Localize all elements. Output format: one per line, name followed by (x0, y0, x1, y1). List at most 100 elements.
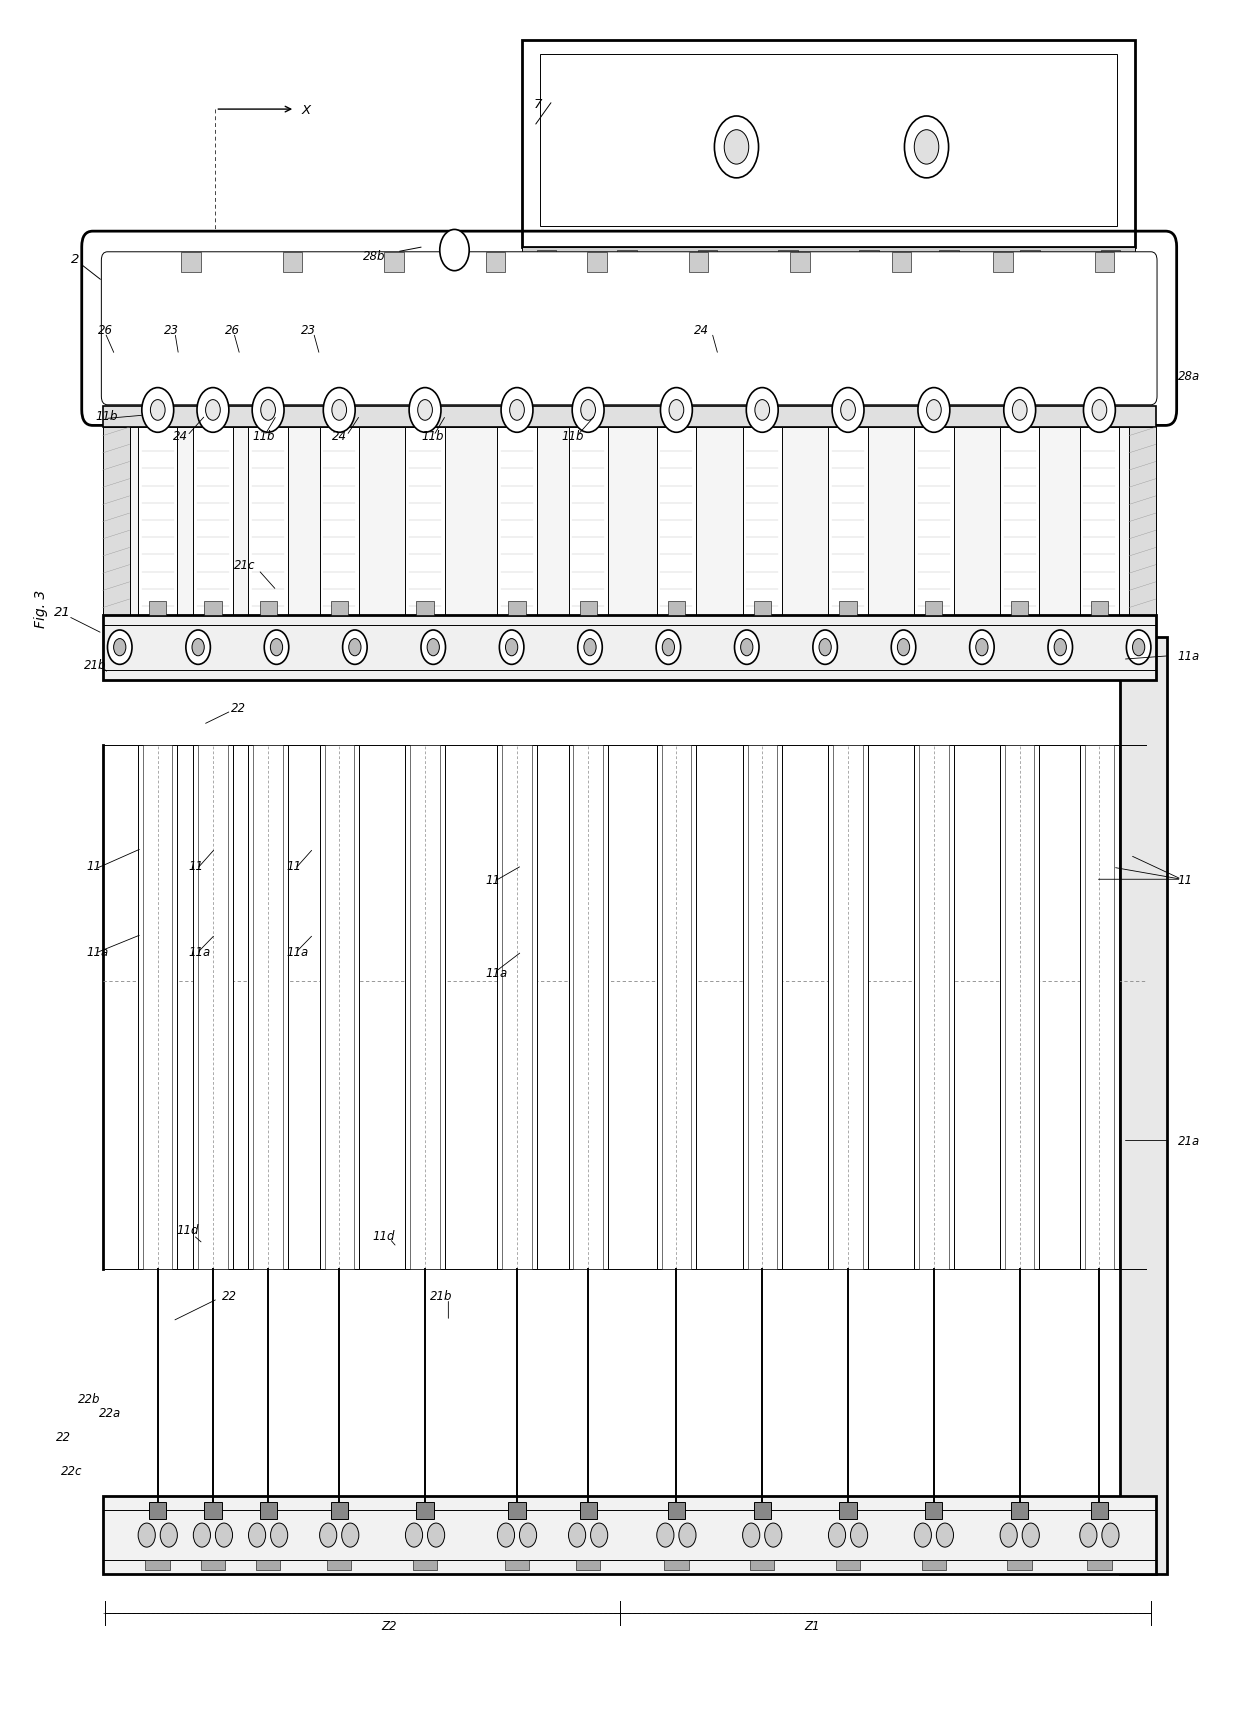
Circle shape (740, 639, 753, 656)
Circle shape (270, 1522, 288, 1547)
Text: X: X (301, 104, 310, 116)
Circle shape (724, 130, 749, 165)
Text: 2: 2 (71, 253, 79, 267)
Bar (138, 428, 177, 617)
Bar (541, 55, 1116, 227)
Circle shape (657, 1522, 675, 1547)
Bar (914, 428, 954, 617)
Text: 11a: 11a (87, 946, 109, 958)
Text: 11b: 11b (95, 409, 118, 423)
Circle shape (734, 630, 759, 665)
Bar (384, 253, 404, 274)
Bar (1120, 637, 1167, 1574)
Circle shape (332, 400, 346, 421)
Bar (668, 601, 684, 615)
Bar (1007, 1561, 1032, 1571)
Circle shape (186, 630, 211, 665)
Bar (839, 1502, 857, 1519)
Bar (579, 601, 596, 615)
Bar (202, 407, 224, 428)
Bar (486, 253, 505, 274)
Text: 11a: 11a (188, 946, 211, 958)
Bar (688, 253, 708, 274)
Circle shape (405, 1522, 423, 1547)
Circle shape (428, 1522, 445, 1547)
Bar (579, 1502, 596, 1519)
Circle shape (252, 388, 284, 433)
FancyBboxPatch shape (102, 253, 1157, 405)
Circle shape (755, 400, 770, 421)
Bar (743, 428, 782, 617)
Bar (587, 253, 606, 274)
Bar (146, 407, 169, 428)
Bar (143, 746, 172, 1270)
Circle shape (743, 1522, 760, 1547)
Text: 22b: 22b (78, 1393, 100, 1405)
Bar (839, 601, 857, 615)
Text: 21: 21 (53, 604, 71, 618)
Bar (205, 1502, 222, 1519)
Circle shape (348, 639, 361, 656)
Circle shape (1080, 1522, 1097, 1547)
Bar (413, 1561, 438, 1571)
Bar (750, 1561, 775, 1571)
Bar (103, 1496, 1156, 1574)
Text: 11a: 11a (485, 966, 507, 979)
Text: 22: 22 (222, 1289, 237, 1302)
Bar (259, 601, 277, 615)
Bar (103, 428, 1156, 617)
Circle shape (1022, 1522, 1039, 1547)
Circle shape (926, 400, 941, 421)
Bar (568, 428, 608, 617)
Text: 7: 7 (534, 99, 543, 111)
Bar (255, 1561, 280, 1571)
Circle shape (324, 388, 355, 433)
Text: 22a: 22a (99, 1406, 122, 1419)
Circle shape (150, 400, 165, 421)
Bar (577, 407, 599, 428)
Bar (331, 1502, 347, 1519)
Bar (505, 1561, 529, 1571)
Bar (181, 253, 201, 274)
Bar (748, 746, 777, 1270)
Bar (657, 428, 696, 617)
Bar (1095, 253, 1114, 274)
Bar (925, 601, 942, 615)
Bar (919, 746, 949, 1270)
Bar (618, 251, 637, 265)
Text: 11b: 11b (422, 430, 444, 443)
Bar (923, 407, 945, 428)
Bar (331, 601, 347, 615)
Bar (1128, 428, 1156, 617)
Circle shape (914, 1522, 931, 1547)
Circle shape (678, 1522, 696, 1547)
Bar (329, 407, 350, 428)
Bar (754, 1502, 771, 1519)
Bar (410, 746, 440, 1270)
Bar (103, 407, 1156, 428)
Bar (575, 1561, 600, 1571)
Circle shape (1054, 639, 1066, 656)
Bar (103, 615, 1156, 681)
Bar (1021, 251, 1039, 265)
Bar (325, 746, 353, 1270)
Bar (201, 1561, 226, 1571)
Circle shape (904, 116, 949, 178)
Text: Fig. 3: Fig. 3 (33, 589, 48, 627)
Circle shape (662, 639, 675, 656)
Text: 11a: 11a (1178, 650, 1200, 663)
Bar (417, 1502, 434, 1519)
Bar (327, 1561, 351, 1571)
Bar (149, 1502, 166, 1519)
Bar (859, 251, 878, 265)
Circle shape (260, 400, 275, 421)
Circle shape (851, 1522, 868, 1547)
Circle shape (976, 639, 988, 656)
Circle shape (440, 230, 469, 272)
Circle shape (1132, 639, 1145, 656)
Text: 22c: 22c (61, 1464, 82, 1477)
Circle shape (813, 630, 837, 665)
Text: 22: 22 (232, 701, 247, 714)
Bar (743, 746, 782, 1270)
Bar (508, 601, 526, 615)
